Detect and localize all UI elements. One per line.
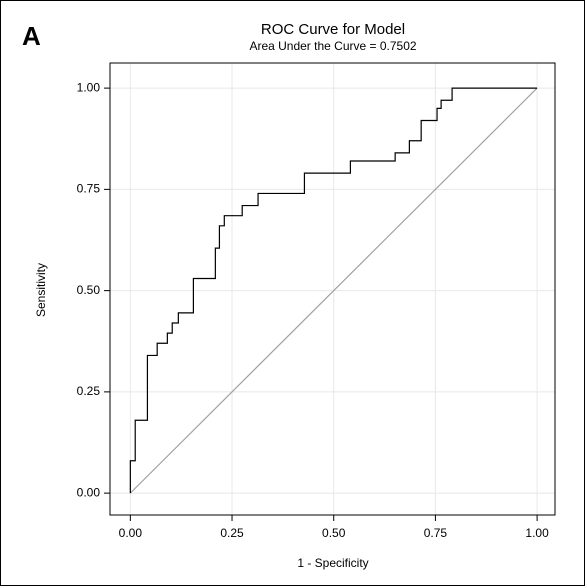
- x-tick-label: 0.25: [220, 526, 244, 540]
- x-tick-label: 0.50: [322, 526, 346, 540]
- x-axis-label: 1 - Specificity: [297, 556, 368, 570]
- y-tick-label: 0.75: [77, 182, 101, 196]
- x-tick-label: 0.75: [424, 526, 448, 540]
- y-tick-label: 0.00: [77, 485, 101, 499]
- x-tick-label: 0.00: [119, 526, 143, 540]
- x-tick-label: 1.00: [525, 526, 549, 540]
- series-line: [129, 87, 538, 494]
- panel-label: A: [22, 21, 41, 51]
- series-line: [129, 87, 538, 494]
- y-tick-label: 1.00: [77, 80, 101, 94]
- plot-frame: [109, 62, 556, 516]
- y-axis-label: Sensitivity: [34, 263, 48, 317]
- chart-title: ROC Curve for Model: [261, 21, 405, 38]
- y-tick-label: 0.25: [77, 384, 101, 398]
- y-tick-label: 0.50: [77, 283, 101, 297]
- chart-subtitle: Area Under the Curve = 0.7502: [249, 39, 416, 53]
